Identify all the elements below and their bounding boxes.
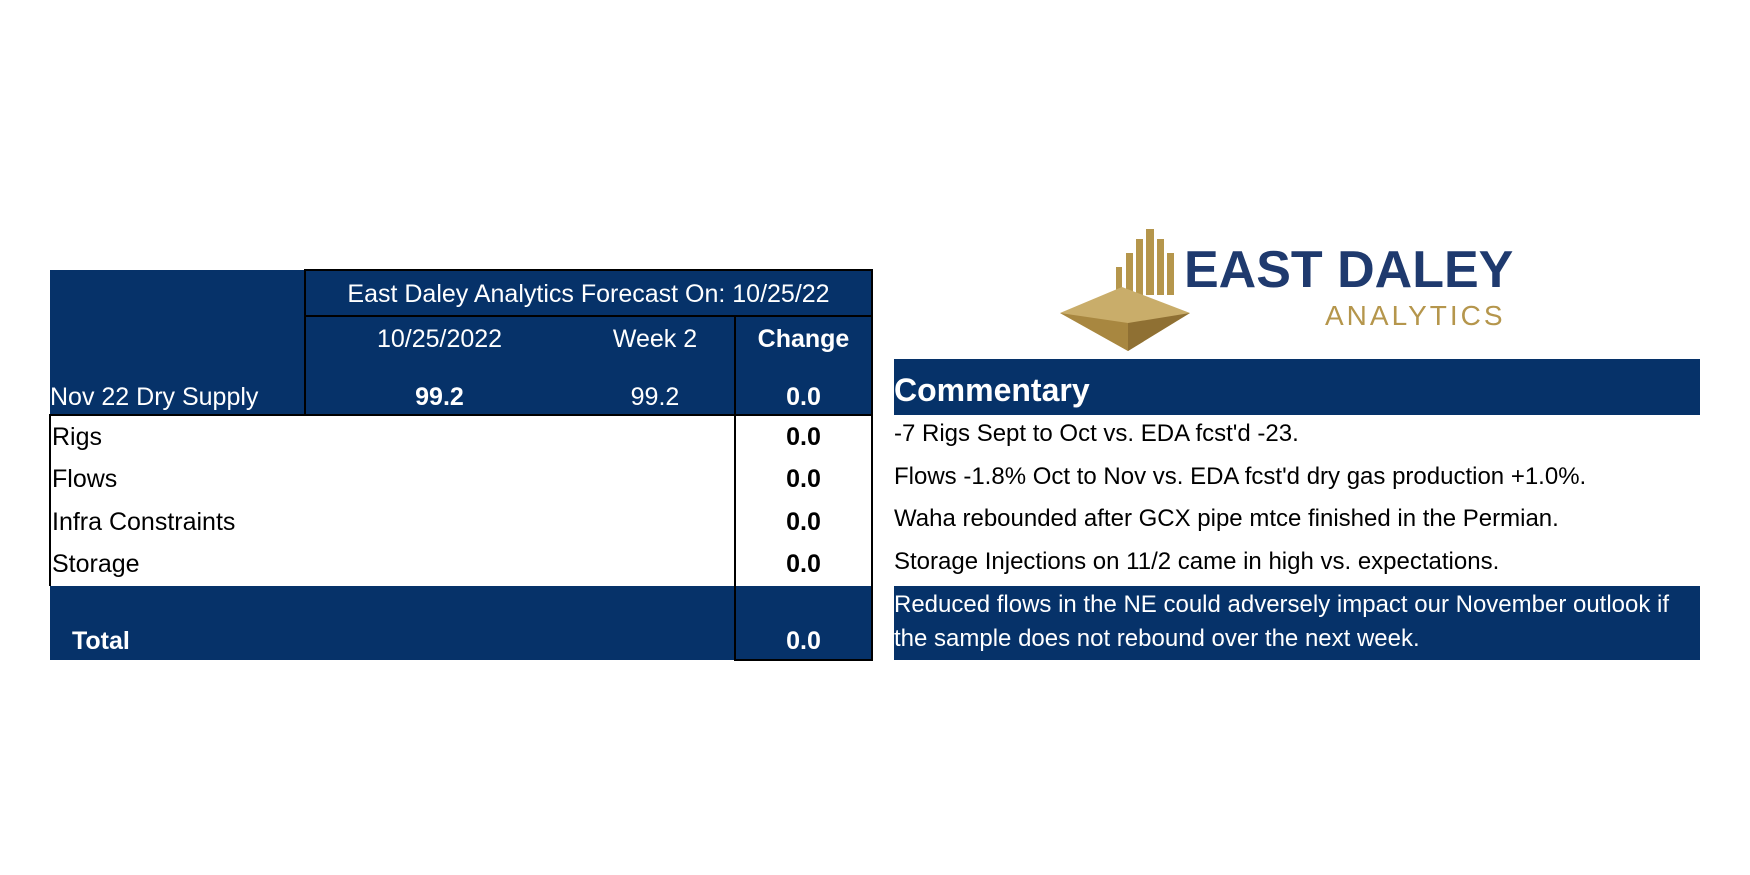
cell: 0.0 <box>786 382 821 411</box>
row-label: Infra Constraints <box>52 507 236 536</box>
commentary-header-bg <box>894 359 1700 415</box>
border <box>49 414 51 586</box>
column-header: 10/25/2022 <box>376 324 503 353</box>
logo: EAST DALEY ANALYTICS <box>1060 229 1513 351</box>
cell: 0.0 <box>786 422 821 451</box>
cell: 0.0 <box>786 507 821 536</box>
commentary-line: Flows -1.8% Oct to Nov vs. EDA fcst'd dr… <box>894 462 1587 490</box>
border <box>734 315 873 661</box>
commentary-line: -7 Rigs Sept to Oct vs. EDA fcst'd -23. <box>894 420 1299 447</box>
logo-name: EAST DALEY <box>1184 241 1513 299</box>
cell: 0.0 <box>786 550 821 578</box>
commentary-title: Commentary <box>894 371 1090 408</box>
cell: 0.0 <box>786 465 821 493</box>
commentary-note-bg <box>894 586 1700 660</box>
total-label: Total <box>72 626 130 655</box>
row-label: Rigs <box>52 422 103 451</box>
row-label: Nov 22 Dry Supply <box>50 382 259 411</box>
border <box>49 414 873 416</box>
column-header: Week 2 <box>612 324 698 353</box>
total-value: 0.0 <box>786 626 821 655</box>
row-label: Flows <box>52 465 118 493</box>
commentary-line: Waha rebounded after GCX pipe mtce finis… <box>894 505 1559 532</box>
commentary-line: Storage Injections on 11/2 came in high … <box>894 547 1500 575</box>
cell: 99.2 <box>415 382 464 411</box>
table-title: East Daley Analytics Forecast On: 10/25/… <box>347 279 830 308</box>
cell: 99.2 <box>630 382 680 411</box>
row-label: Storage <box>52 550 140 578</box>
column-header: Change <box>757 324 850 353</box>
logo-subname: ANALYTICS <box>1325 300 1506 331</box>
commentary-note: Reduced flows in the NE could adversely … <box>894 591 1670 652</box>
